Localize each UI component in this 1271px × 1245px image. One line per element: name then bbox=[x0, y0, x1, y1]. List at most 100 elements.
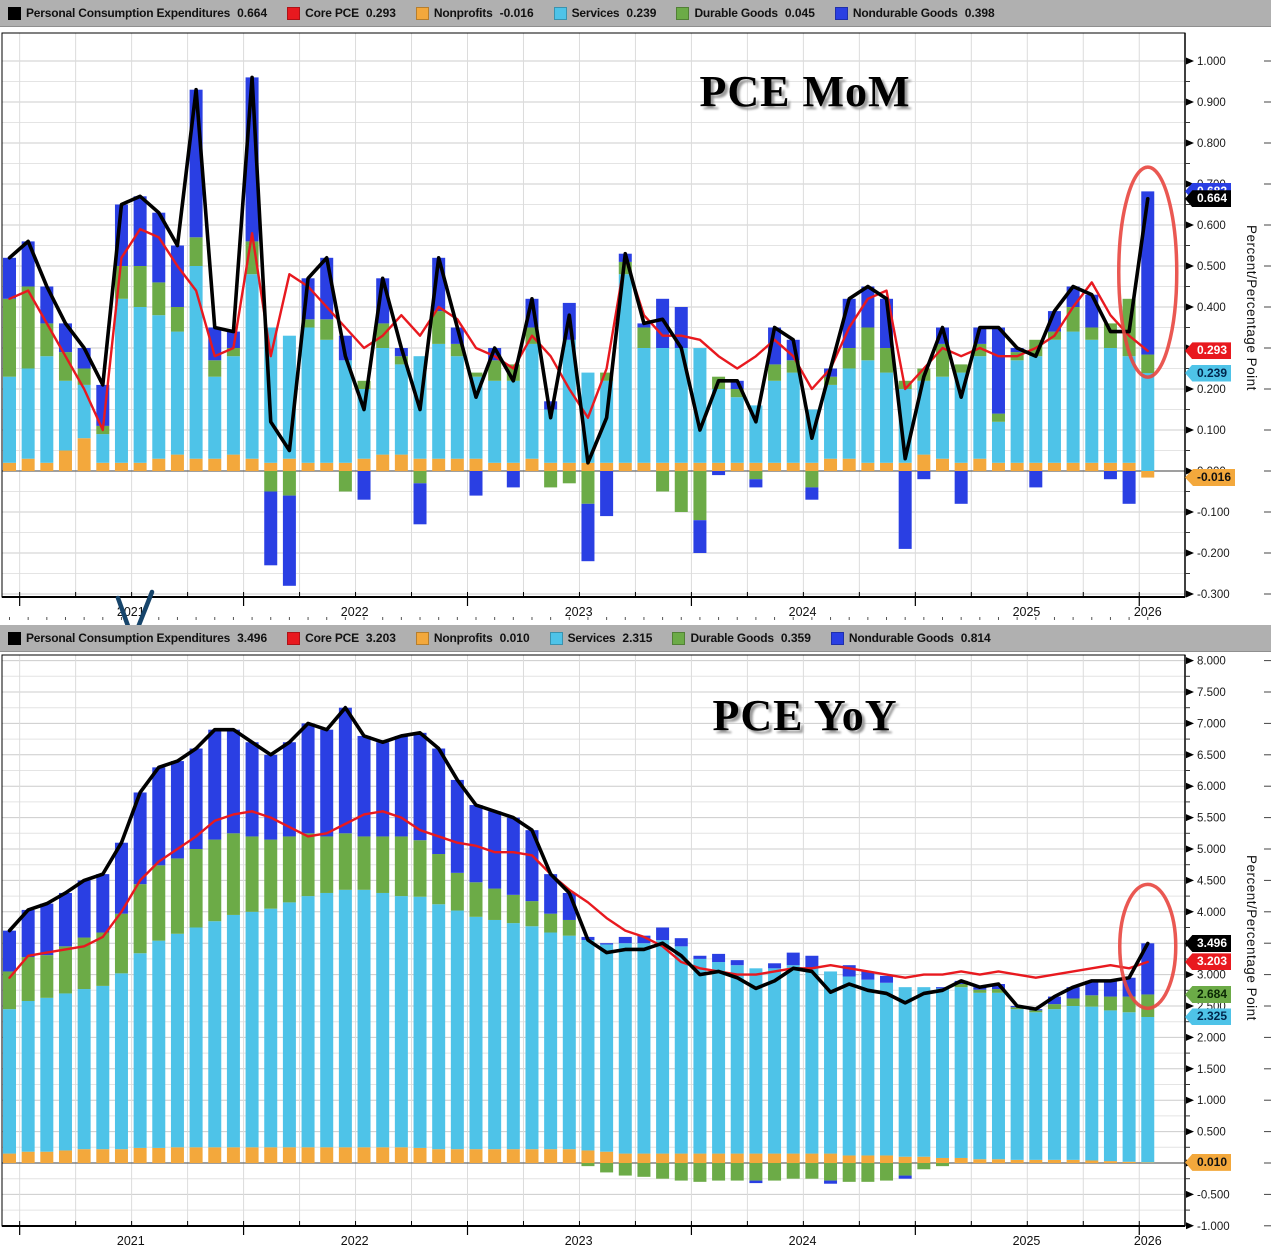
svg-text:8.000: 8.000 bbox=[1197, 656, 1226, 668]
svg-text:0.600: 0.600 bbox=[1197, 220, 1226, 232]
axis-callout: 0.010 bbox=[1185, 1153, 1232, 1171]
axis-callout: -0.016 bbox=[1185, 469, 1236, 487]
svg-text:6.500: 6.500 bbox=[1197, 750, 1226, 762]
svg-text:7.500: 7.500 bbox=[1197, 687, 1226, 699]
chart-title-yoy: PCE YoY bbox=[712, 691, 898, 740]
legend-value: 0.359 bbox=[780, 631, 811, 645]
legend-item: Durable Goods 0.359 bbox=[672, 631, 811, 645]
legend-label: Core PCE bbox=[305, 631, 359, 645]
legend-strip-mom: Personal Consumption Expenditures 0.664 Co… bbox=[0, 0, 1271, 27]
svg-text:-0.500: -0.500 bbox=[1197, 1189, 1230, 1201]
axis-callout: 3.496 bbox=[1185, 934, 1232, 952]
legend-swatch bbox=[415, 6, 429, 20]
legend-label: Nonprofits bbox=[433, 631, 493, 645]
svg-text:-0.100: -0.100 bbox=[1197, 507, 1230, 519]
bars-nonprofits bbox=[3, 438, 1155, 478]
legend-item: Nonprofits -0.016 bbox=[415, 6, 534, 20]
year-label: 2026 bbox=[1134, 1234, 1162, 1245]
legend-swatch bbox=[830, 631, 844, 645]
legend-swatch bbox=[549, 631, 563, 645]
legend-value: 0.010 bbox=[499, 631, 530, 645]
svg-text:6.000: 6.000 bbox=[1197, 781, 1226, 793]
year-label: 2023 bbox=[565, 1234, 593, 1245]
bars-durable-goods bbox=[3, 833, 1155, 1182]
plot-mom: -0.300-0.200-0.1000.0000.1000.2000.3000.… bbox=[1, 32, 1271, 620]
svg-text:0.200: 0.200 bbox=[1197, 384, 1226, 396]
svg-text:0.800: 0.800 bbox=[1197, 138, 1226, 150]
legend-label: Nonprofits bbox=[433, 6, 493, 20]
legend-value: 0.293 bbox=[365, 6, 396, 20]
legend-swatch bbox=[415, 631, 429, 645]
line-personal-consumption-expenditures bbox=[7, 75, 1150, 465]
legend-label: Nondurable Goods bbox=[852, 6, 958, 20]
svg-text:0.400: 0.400 bbox=[1197, 302, 1226, 314]
legend-value: 0.398 bbox=[964, 6, 995, 20]
legend-swatch bbox=[287, 6, 301, 20]
legend-swatch bbox=[672, 631, 686, 645]
svg-text:0.100: 0.100 bbox=[1197, 425, 1226, 437]
year-label: 2022 bbox=[341, 605, 369, 619]
svg-text:1.000: 1.000 bbox=[1197, 56, 1226, 68]
legend-item: Core PCE 3.203 bbox=[287, 631, 396, 645]
year-label: 2024 bbox=[789, 1234, 817, 1245]
legend-label: Core PCE bbox=[305, 6, 359, 20]
chart-title-mom: PCE MoM bbox=[699, 67, 911, 116]
legend-item: Core PCE 0.293 bbox=[287, 6, 396, 20]
legend-label: Nondurable Goods bbox=[848, 631, 954, 645]
svg-text:3.000: 3.000 bbox=[1197, 970, 1226, 982]
legend-label: Personal Consumption Expenditures bbox=[26, 631, 231, 645]
chart-pce-yoy: Personal Consumption Expenditures 3.496 Co… bbox=[0, 625, 1271, 1245]
year-label: 2021 bbox=[117, 1234, 145, 1245]
axis-title-yoy: Percent/Percentage Point bbox=[1244, 855, 1259, 1021]
svg-text:2.000: 2.000 bbox=[1197, 1032, 1226, 1044]
axis-callout: 2.325 bbox=[1185, 1008, 1232, 1026]
legend-item: Services 0.239 bbox=[553, 6, 657, 20]
year-label: 2025 bbox=[1013, 1234, 1041, 1245]
year-label: 2024 bbox=[789, 605, 817, 619]
legend-value: 3.496 bbox=[237, 631, 268, 645]
legend-item: Durable Goods 0.045 bbox=[676, 6, 815, 20]
legend-label: Durable Goods bbox=[690, 631, 774, 645]
legend-value: -0.016 bbox=[499, 6, 534, 20]
legend-label: Services bbox=[571, 6, 620, 20]
svg-text:5.500: 5.500 bbox=[1197, 813, 1226, 825]
line-core-pce bbox=[8, 810, 1149, 979]
svg-text:5.000: 5.000 bbox=[1197, 844, 1226, 856]
legend-swatch bbox=[834, 6, 848, 20]
legend-value: 0.814 bbox=[960, 631, 991, 645]
highlight-ellipse bbox=[1117, 165, 1179, 379]
legend-value: 3.203 bbox=[365, 631, 396, 645]
year-label: 2025 bbox=[1013, 605, 1041, 619]
legend-item: Personal Consumption Expenditures 3.496 bbox=[8, 631, 267, 645]
svg-text:7.000: 7.000 bbox=[1197, 718, 1226, 730]
svg-text:-0.300: -0.300 bbox=[1197, 589, 1230, 601]
chart-pce-mom: Personal Consumption Expenditures 0.664 Co… bbox=[0, 0, 1271, 620]
legend-item: Nondurable Goods 0.398 bbox=[834, 6, 995, 20]
legend-label: Personal Consumption Expenditures bbox=[26, 6, 231, 20]
legend-swatch bbox=[287, 631, 301, 645]
legend-strip-yoy: Personal Consumption Expenditures 3.496 Co… bbox=[0, 625, 1271, 652]
legend-swatch bbox=[553, 6, 567, 20]
svg-text:0.500: 0.500 bbox=[1197, 1127, 1226, 1139]
legend-value: 0.045 bbox=[784, 6, 815, 20]
legend-value: 0.239 bbox=[626, 6, 657, 20]
bars-nondurable-goods bbox=[3, 707, 1155, 1184]
svg-text:4.000: 4.000 bbox=[1197, 907, 1226, 919]
highlight-ellipse bbox=[1118, 882, 1178, 1011]
line-personal-consumption-expenditures bbox=[7, 705, 1150, 1011]
legend-swatch bbox=[676, 6, 690, 20]
svg-text:0.900: 0.900 bbox=[1197, 97, 1226, 109]
legend-item: Services 2.315 bbox=[549, 631, 652, 645]
plot-yoy: -1.000-0.5000.0000.5001.0001.5002.0002.5… bbox=[1, 654, 1271, 1245]
axis-callout: 2.684 bbox=[1185, 985, 1232, 1003]
legend-label: Services bbox=[567, 631, 616, 645]
legend-swatch bbox=[8, 631, 21, 645]
axis-callout: 0.239 bbox=[1185, 364, 1232, 382]
legend-item: Nonprofits 0.010 bbox=[415, 631, 530, 645]
svg-text:1.500: 1.500 bbox=[1197, 1064, 1226, 1076]
bars-nonprofits bbox=[3, 1147, 1155, 1163]
legend-swatch bbox=[8, 6, 21, 20]
axis-callout: 0.664 bbox=[1185, 190, 1232, 208]
legend-label: Durable Goods bbox=[694, 6, 778, 20]
